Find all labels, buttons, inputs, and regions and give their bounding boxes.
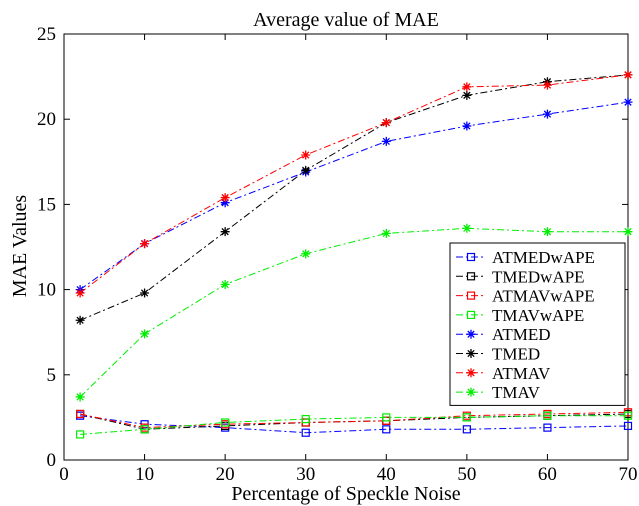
y-tick-label: 0 — [47, 450, 57, 471]
legend-item: ATMED — [456, 325, 551, 344]
data-point — [542, 80, 552, 90]
data-point — [623, 70, 633, 80]
x-tick-label: 50 — [457, 464, 476, 485]
series-line — [79, 74, 629, 321]
x-tick-label: 0 — [59, 464, 69, 485]
chart-title: Average value of MAE — [253, 9, 439, 31]
legend-item: ATMEDwAPE — [456, 248, 595, 267]
data-point — [76, 430, 85, 439]
data-point — [301, 150, 311, 160]
legend-marker — [466, 310, 476, 319]
legend-marker — [466, 329, 476, 339]
legend-marker — [466, 368, 476, 378]
data-point — [75, 315, 85, 325]
series-line — [80, 415, 629, 434]
series-atmav — [75, 70, 633, 298]
data-point — [75, 288, 85, 298]
legend-marker — [466, 252, 476, 262]
legend-label: TMAV — [492, 383, 541, 402]
data-point — [140, 425, 149, 434]
legend-marker — [466, 272, 476, 281]
data-point — [542, 227, 552, 237]
y-tick-label: 20 — [37, 109, 56, 130]
legend-label: TMEDwAPE — [492, 267, 585, 286]
data-point — [462, 121, 472, 131]
y-axis-title: MAE Values — [9, 195, 31, 298]
data-point — [75, 392, 85, 402]
series-line — [79, 101, 629, 291]
data-point — [301, 249, 311, 259]
data-point — [623, 97, 633, 107]
x-tick-label: 40 — [377, 464, 396, 485]
data-point — [220, 198, 230, 208]
legend-marker — [466, 349, 476, 358]
legend-label: ATMAV — [492, 364, 551, 383]
y-tick-label: 15 — [37, 194, 56, 215]
legend-marker — [466, 387, 476, 397]
legend-item: TMEDwAPE — [456, 267, 585, 286]
legend-label: TMAVwAPE — [492, 306, 584, 325]
x-tick-label: 20 — [216, 464, 235, 485]
data-point — [140, 288, 150, 298]
data-point — [220, 227, 230, 237]
plot-frame — [63, 33, 629, 461]
legend-item: TMAVwAPE — [456, 306, 584, 325]
x-tick-label: 30 — [296, 464, 315, 485]
data-point — [381, 228, 391, 238]
data-point — [462, 413, 471, 422]
legend-item: ATMAV — [456, 364, 551, 383]
data-point — [301, 415, 310, 424]
data-point — [462, 90, 472, 100]
y-tick-label: 25 — [37, 24, 56, 45]
legend-box — [449, 242, 626, 406]
data-point — [140, 239, 150, 249]
legend-label: ATMAVwAPE — [492, 287, 595, 306]
data-point — [543, 411, 552, 420]
legend-item: TMAV — [456, 383, 541, 402]
series-tmavwape — [76, 411, 633, 439]
data-point — [623, 411, 633, 420]
series-line — [79, 227, 628, 398]
data-point — [623, 227, 633, 237]
legend-label: ATMEDwAPE — [492, 248, 595, 267]
plot-area: 0 10 20 30 40 50 60 70 0 5 10 15 20 25 — [37, 24, 638, 485]
series-line — [80, 415, 628, 435]
data-point — [301, 165, 311, 175]
x-tick-label: 60 — [538, 464, 557, 485]
x-tick-label: 70 — [619, 464, 638, 485]
data-point — [76, 409, 85, 419]
data-point — [221, 418, 230, 427]
legend-label: ATMED — [492, 325, 551, 344]
data-point — [462, 425, 471, 434]
data-point — [382, 425, 391, 434]
legend-label: TMED — [492, 345, 540, 364]
x-axis-title: Percentage of Speckle Noise — [231, 483, 460, 505]
data-point — [542, 109, 552, 119]
data-point — [381, 118, 391, 128]
data-point — [462, 223, 472, 233]
y-tick-label: 10 — [37, 280, 56, 301]
data-point — [220, 279, 230, 289]
data-point — [543, 423, 552, 432]
legend-item: TMED — [456, 345, 540, 364]
legend-marker — [466, 291, 476, 300]
data-point — [381, 136, 391, 146]
data-point — [140, 329, 150, 339]
data-point — [623, 421, 633, 431]
series-line — [79, 74, 629, 294]
series-tmav — [75, 223, 633, 402]
data-point — [220, 193, 230, 203]
data-point — [462, 82, 472, 92]
data-point — [382, 413, 391, 422]
x-tick-label: 10 — [135, 464, 154, 485]
data-point — [301, 428, 310, 437]
y-tick-label: 5 — [47, 365, 57, 386]
legend-item: ATMAVwAPE — [456, 287, 595, 306]
series-line — [79, 411, 629, 429]
legend: ATMEDwAPETMEDwAPEATMAVwAPETMAVwAPEATMEDT… — [449, 242, 626, 406]
